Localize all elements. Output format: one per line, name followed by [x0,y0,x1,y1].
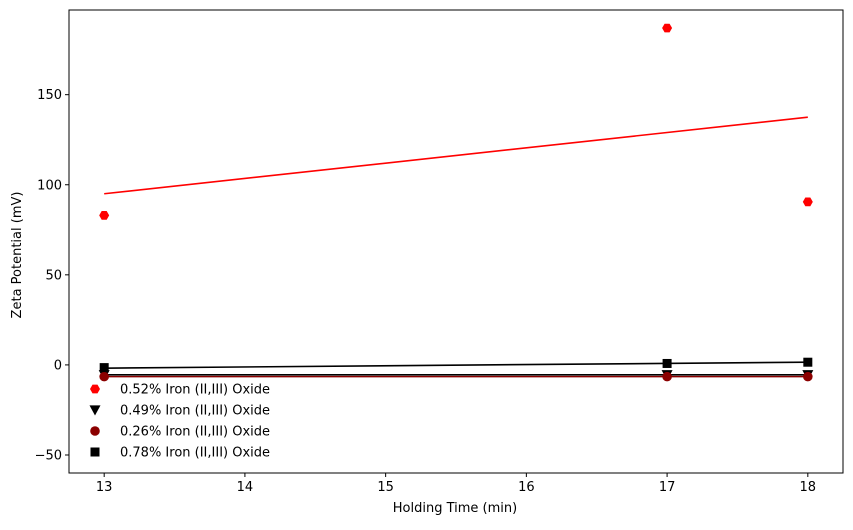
axes-layer: 13 14 15 16 17 18 −50 0 50 100 150 [35,9,844,495]
data-point-series-1 [802,197,813,207]
y-tick-label: 0 [54,358,62,373]
x-tick-label: 17 [659,480,676,495]
data-point-series-1 [662,23,673,33]
legend-marker-series-3 [90,426,100,436]
y-axis-title: Zeta Potential (mV) [10,192,25,319]
data-point-series-1 [99,211,110,220]
legend-label-series-2: 0.49% Iron (II,III) Oxide [120,404,270,419]
plot-frame [68,9,844,474]
x-tick-label: 13 [96,480,113,495]
data-point-series-4 [99,363,109,373]
x-tick-label: 14 [237,480,254,495]
legend-marker-series-1 [90,384,100,394]
x-tick-label: 16 [518,480,535,495]
trend-line-series-4 [104,361,808,369]
data-point-series-3 [803,371,813,382]
y-tick-label: −50 [35,448,62,463]
trend-line-series-1 [104,116,808,195]
legend-label-series-1: 0.52% Iron (II,III) Oxide [120,383,270,398]
y-tick-label: 150 [37,88,62,103]
legend-label-series-4: 0.78% Iron (II,III) Oxide [120,446,270,461]
y-tick-label: 100 [37,178,62,193]
data-point-series-3 [662,371,672,382]
data-point-series-4 [803,357,813,367]
legend-label-series-3: 0.26% Iron (II,III) Oxide [120,425,270,440]
plot-layer [98,23,814,382]
legend-marker-series-4 [90,447,100,457]
legend-marker-series-2 [89,405,101,416]
data-point-series-3 [99,371,109,382]
x-tick-label: 15 [377,480,394,495]
data-point-series-4 [662,358,672,368]
legend: 0.52% Iron (II,III) Oxide 0.49% Iron (II,… [89,383,270,461]
x-axis-title: Holding Time (min) [393,501,517,516]
y-tick-label: 50 [45,268,62,283]
x-tick-label: 18 [800,480,817,495]
